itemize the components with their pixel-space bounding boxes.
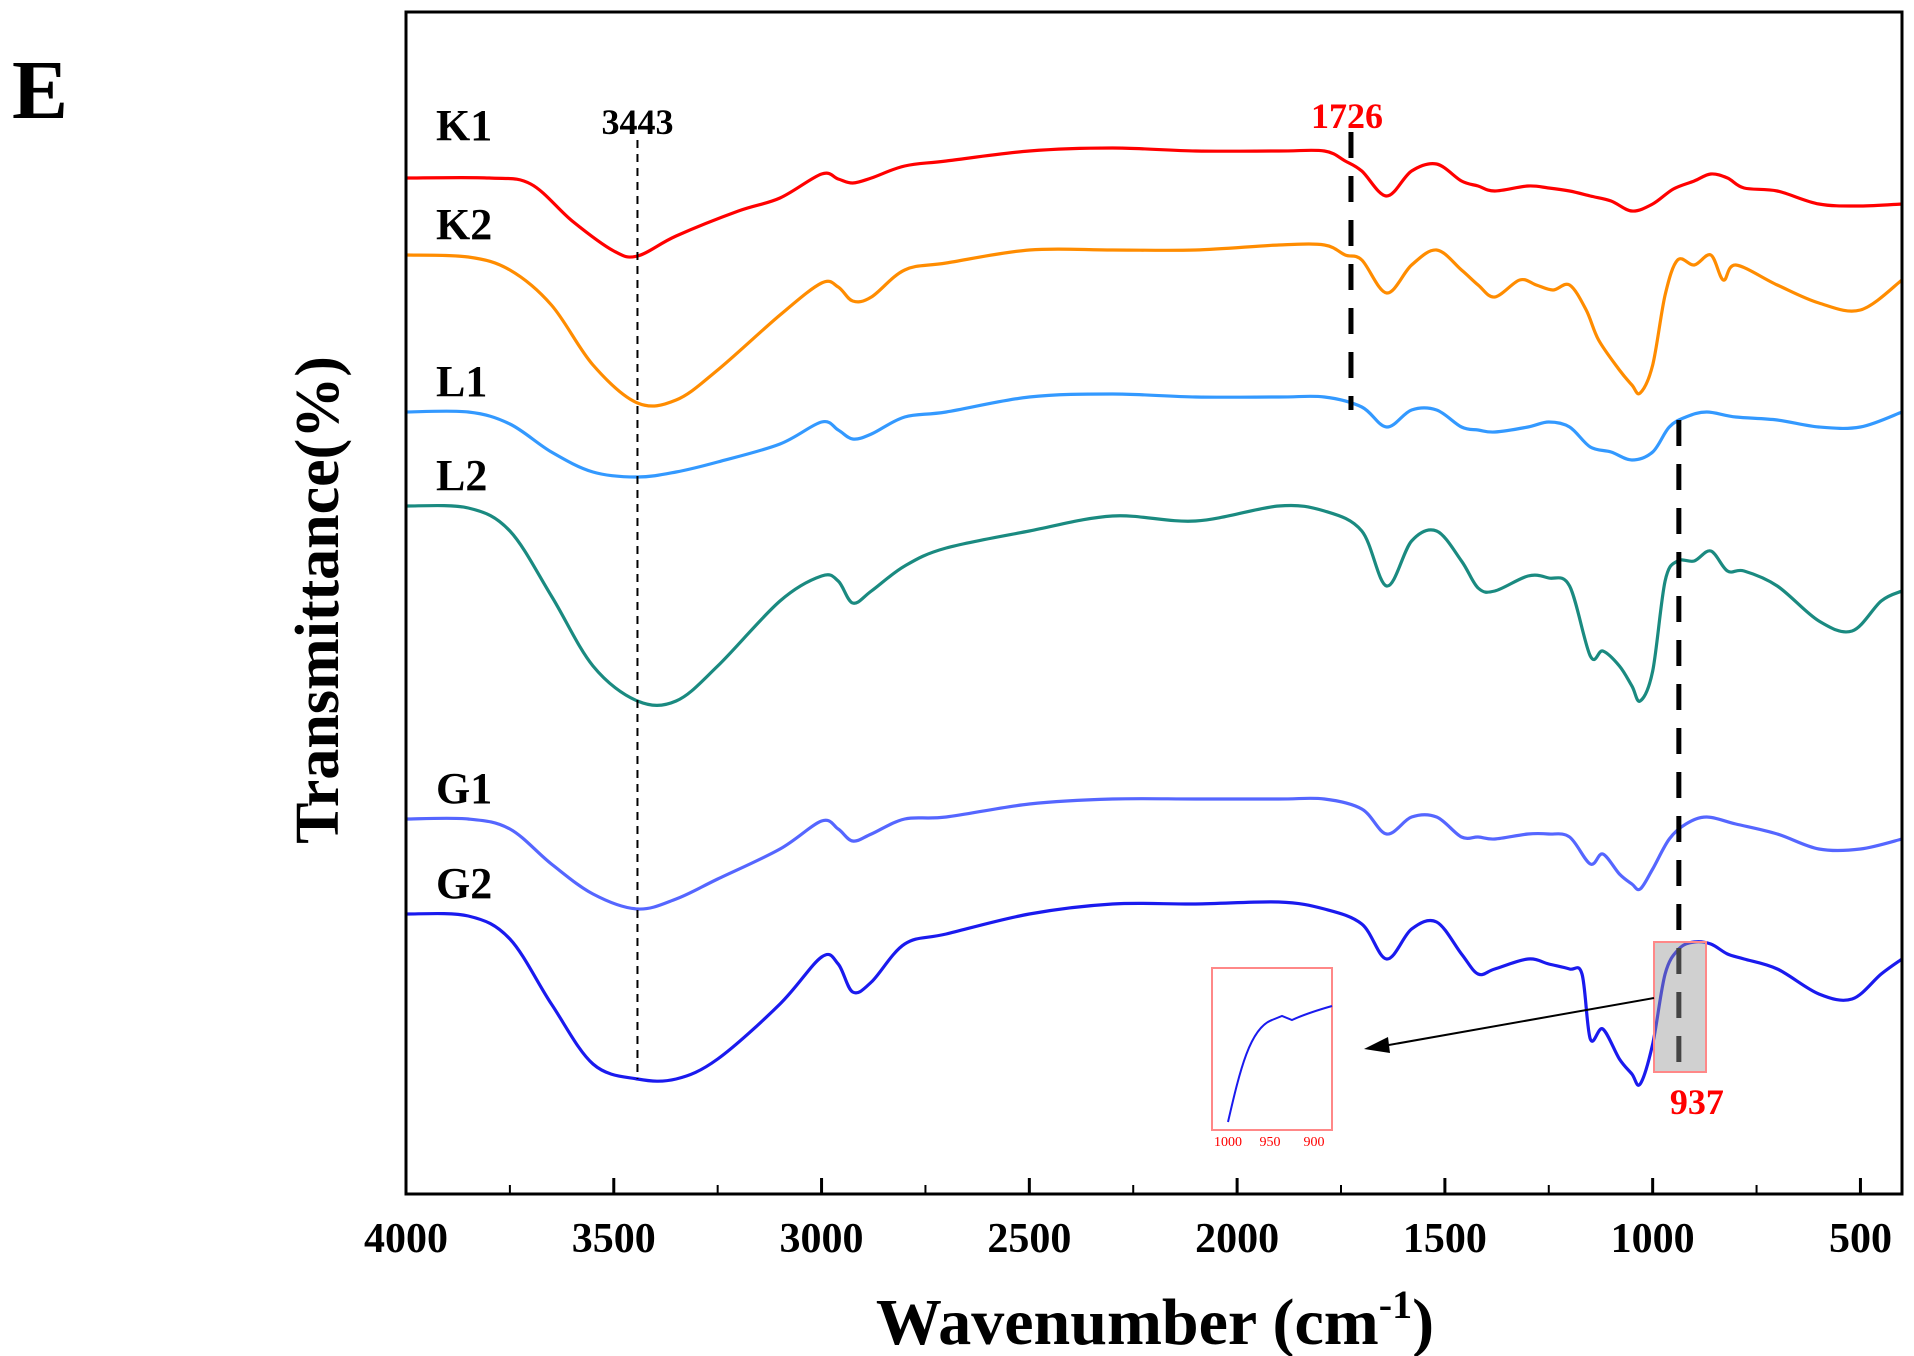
x-tick-label-3000: 3000: [780, 1216, 864, 1262]
series-line-k1: [405, 146, 1903, 259]
series-line-g1: [405, 796, 1903, 911]
series-layer: K1 K2 L1 L2 G1 G2: [405, 101, 1903, 1087]
plot-frame: [404, 10, 1904, 1196]
inset-tick-label-1000: 1000: [1214, 1135, 1242, 1150]
series-label-g2: G2: [436, 859, 492, 908]
series-label-l2: L2: [436, 451, 487, 500]
x-tick-label-2500: 2500: [987, 1216, 1071, 1262]
marker-layer: 3443 1726 937: [601, 96, 1723, 1122]
series-label-k1: K1: [436, 101, 492, 150]
x-ticks: 4000 3500 3000 2500 2000 1500 1000 500: [364, 1178, 1892, 1262]
x-axis-label-sup: -1: [1379, 1282, 1412, 1327]
x-tick-label-3500: 3500: [572, 1216, 656, 1262]
inset-zoom: 1000 950 900: [1211, 967, 1333, 1150]
x-tick-label-500: 500: [1829, 1216, 1892, 1262]
x-tick-label-2000: 2000: [1195, 1216, 1279, 1262]
marker-label-3443: 3443: [601, 102, 673, 142]
zoom-arrow-head: [1364, 1037, 1390, 1053]
series-line-l2: [405, 503, 1903, 707]
x-tick-label-4000: 4000: [364, 1216, 448, 1262]
inset-ticks: 1000 950 900: [1214, 1135, 1325, 1150]
marker-label-1726: 1726: [1311, 96, 1383, 136]
inset-tick-label-950: 950: [1260, 1135, 1281, 1150]
zoom-arrow-line: [1371, 997, 1655, 1049]
series-label-l1: L1: [436, 357, 487, 406]
series-line-k2: [405, 242, 1903, 408]
x-axis-label-close: ): [1412, 1286, 1434, 1356]
marker-label-937: 937: [1670, 1082, 1724, 1122]
inset-line: [1227, 1005, 1333, 1123]
x-tick-label-1500: 1500: [1403, 1216, 1487, 1262]
inset-tick-label-900: 900: [1304, 1135, 1325, 1150]
inset-frame: [1211, 967, 1333, 1131]
x-axis-label: Wavenumber (cm-1): [876, 1282, 1434, 1356]
zoom-region: [1653, 941, 1707, 1073]
y-axis-label: Transmittance(%): [284, 356, 352, 844]
panel-label: E: [12, 44, 68, 137]
series-label-g1: G1: [436, 764, 492, 813]
series-line-l1: [405, 392, 1903, 479]
x-axis-label-main: Wavenumber (cm: [876, 1286, 1379, 1356]
x-tick-label-1000: 1000: [1611, 1216, 1695, 1262]
series-label-k2: K2: [436, 200, 492, 249]
